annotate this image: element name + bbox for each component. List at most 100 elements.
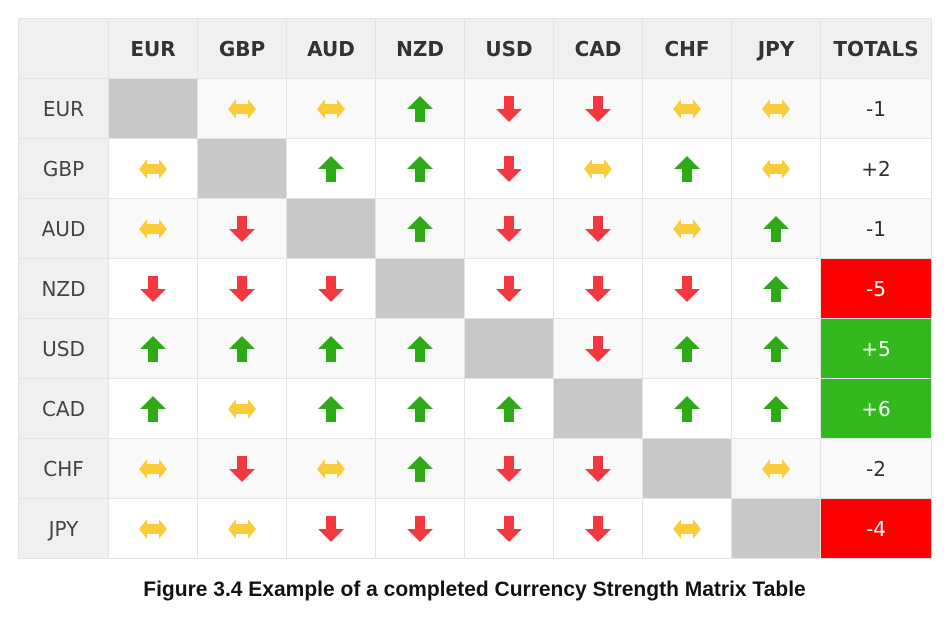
matrix-cell xyxy=(464,198,554,259)
arrow-up-icon xyxy=(140,395,166,422)
matrix-row: CHF -2 xyxy=(18,438,932,499)
arrow-up-icon xyxy=(140,335,166,362)
arrow-left-right-icon xyxy=(762,458,790,479)
matrix-cell xyxy=(375,498,465,559)
diagonal-cell xyxy=(108,78,198,139)
arrow-down-icon xyxy=(496,95,522,122)
matrix-body: EUR -1 GBP +2 AUD -1 NZD -5 USD +5 CAD +6 CHF -2 JPY -4 xyxy=(18,78,932,559)
total-cell: -5 xyxy=(820,258,932,319)
matrix-cell xyxy=(642,198,732,259)
matrix-cell xyxy=(553,198,643,259)
arrow-up-icon xyxy=(674,395,700,422)
matrix-cell xyxy=(464,138,554,199)
matrix-cell xyxy=(108,438,198,499)
arrow-left-right-icon xyxy=(762,98,790,119)
arrow-left-right-icon xyxy=(139,218,167,239)
matrix-cell xyxy=(731,318,821,379)
row-header: AUD xyxy=(18,198,109,259)
arrow-down-icon xyxy=(496,275,522,302)
matrix-row: JPY -4 xyxy=(18,498,932,559)
diagonal-cell xyxy=(553,378,643,439)
arrow-up-icon xyxy=(496,395,522,422)
arrow-left-right-icon xyxy=(317,98,345,119)
matrix-cell xyxy=(553,438,643,499)
matrix-cell xyxy=(375,318,465,379)
matrix-cell xyxy=(731,78,821,139)
arrow-up-icon xyxy=(318,335,344,362)
column-header: AUD xyxy=(286,18,376,79)
matrix-cell xyxy=(553,138,643,199)
matrix-cell xyxy=(286,438,376,499)
matrix-cell xyxy=(642,258,732,319)
matrix-cell xyxy=(375,378,465,439)
matrix-cell xyxy=(553,318,643,379)
arrow-up-icon xyxy=(674,155,700,182)
diagonal-cell xyxy=(375,258,465,319)
matrix-row: USD +5 xyxy=(18,318,932,379)
total-cell: -2 xyxy=(820,438,932,499)
arrow-up-icon xyxy=(318,155,344,182)
matrix-cell xyxy=(108,258,198,319)
matrix-cell xyxy=(553,498,643,559)
arrow-left-right-icon xyxy=(228,98,256,119)
row-header: EUR xyxy=(18,78,109,139)
arrow-down-icon xyxy=(496,455,522,482)
matrix-cell xyxy=(642,378,732,439)
arrow-up-icon xyxy=(407,335,433,362)
corner-cell xyxy=(18,18,109,79)
arrow-down-icon xyxy=(674,275,700,302)
row-header: NZD xyxy=(18,258,109,319)
total-cell: -1 xyxy=(820,198,932,259)
total-cell: -4 xyxy=(820,498,932,559)
arrow-up-icon xyxy=(318,395,344,422)
matrix-cell xyxy=(197,378,287,439)
diagonal-cell xyxy=(464,318,554,379)
matrix-cell xyxy=(108,318,198,379)
arrow-left-right-icon xyxy=(228,398,256,419)
matrix-row: EUR -1 xyxy=(18,78,932,139)
arrow-up-icon xyxy=(407,215,433,242)
column-header: GBP xyxy=(197,18,287,79)
arrow-up-icon xyxy=(407,95,433,122)
matrix-cell xyxy=(464,78,554,139)
arrow-down-icon xyxy=(140,275,166,302)
matrix-cell xyxy=(642,318,732,379)
matrix-cell xyxy=(286,378,376,439)
matrix-cell xyxy=(464,438,554,499)
arrow-down-icon xyxy=(496,215,522,242)
matrix-cell xyxy=(731,138,821,199)
arrow-left-right-icon xyxy=(139,158,167,179)
arrow-up-icon xyxy=(407,455,433,482)
arrow-up-icon xyxy=(763,275,789,302)
diagonal-cell xyxy=(731,498,821,559)
matrix-cell xyxy=(286,78,376,139)
matrix-cell xyxy=(108,498,198,559)
totals-header: TOTALS xyxy=(820,18,932,79)
matrix-cell xyxy=(197,438,287,499)
column-header: NZD xyxy=(375,18,465,79)
matrix-cell xyxy=(108,198,198,259)
column-header: JPY xyxy=(731,18,821,79)
column-header: CAD xyxy=(553,18,643,79)
arrow-down-icon xyxy=(229,215,255,242)
matrix-cell xyxy=(464,258,554,319)
matrix-cell xyxy=(197,78,287,139)
matrix-cell xyxy=(642,78,732,139)
arrow-up-icon xyxy=(674,335,700,362)
arrow-up-icon xyxy=(763,335,789,362)
row-header: CAD xyxy=(18,378,109,439)
arrow-down-icon xyxy=(229,455,255,482)
matrix-row: AUD -1 xyxy=(18,198,932,259)
arrow-left-right-icon xyxy=(673,218,701,239)
total-cell: +5 xyxy=(820,318,932,379)
row-header: GBP xyxy=(18,138,109,199)
arrow-up-icon xyxy=(229,335,255,362)
matrix-cell xyxy=(375,138,465,199)
matrix-cell xyxy=(731,438,821,499)
arrow-up-icon xyxy=(407,155,433,182)
matrix-cell xyxy=(286,138,376,199)
arrow-left-right-icon xyxy=(317,458,345,479)
arrow-down-icon xyxy=(585,515,611,542)
matrix-cell xyxy=(286,258,376,319)
matrix-cell xyxy=(464,378,554,439)
